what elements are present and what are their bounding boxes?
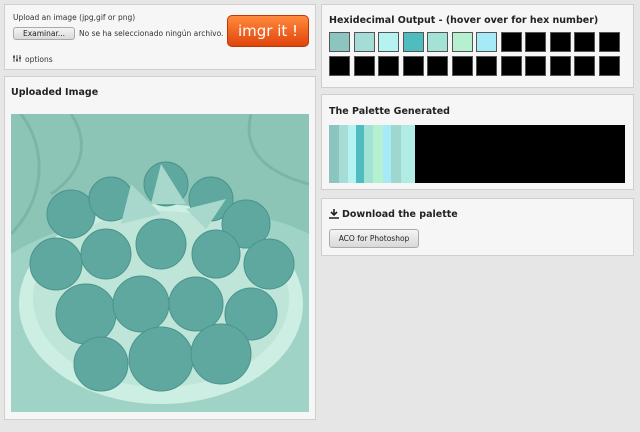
upload-panel: Upload an image (jpg,gif or png) Examina… <box>4 4 316 70</box>
color-swatch[interactable] <box>549 56 571 76</box>
color-swatch[interactable] <box>525 56 546 76</box>
file-status: No se ha seleccionado ningún archivo. <box>79 29 224 38</box>
submit-button[interactable]: imgr it ! <box>227 15 309 47</box>
color-swatch[interactable] <box>451 56 473 76</box>
options-link[interactable]: options <box>25 55 53 64</box>
download-panel: Download the palette ACO for Photoshop <box>321 198 634 256</box>
color-swatch[interactable] <box>402 56 424 76</box>
upload-label: Upload an image (jpg,gif or png) <box>13 13 136 22</box>
download-icon <box>329 209 339 219</box>
download-title: Download the palette <box>342 209 458 220</box>
palette-strip <box>329 125 625 183</box>
color-swatch[interactable] <box>500 32 522 52</box>
color-swatch[interactable] <box>329 56 350 76</box>
color-swatch[interactable] <box>378 32 399 52</box>
image-panel: Uploaded Image <box>4 76 316 420</box>
color-swatch[interactable] <box>574 32 595 52</box>
color-swatch[interactable] <box>476 56 497 76</box>
aco-button[interactable]: ACO for Photoshop <box>329 229 419 248</box>
browse-button[interactable]: Examinar... <box>13 27 75 40</box>
color-swatch[interactable] <box>500 56 522 76</box>
palette-title: The Palette Generated <box>329 106 450 117</box>
color-swatch[interactable] <box>353 56 375 76</box>
color-swatch[interactable] <box>598 56 620 76</box>
color-swatch[interactable] <box>451 32 473 52</box>
color-swatch[interactable] <box>525 32 546 52</box>
color-swatch[interactable] <box>427 56 448 76</box>
color-swatch[interactable] <box>476 32 497 52</box>
options-icon <box>13 55 21 62</box>
color-swatch[interactable] <box>549 32 571 52</box>
palette-panel: The Palette Generated <box>321 94 634 190</box>
color-swatch[interactable] <box>427 32 448 52</box>
color-swatch[interactable] <box>353 32 375 52</box>
hex-title: Hexidecimal Output - (hover over for hex… <box>329 15 599 26</box>
color-swatch[interactable] <box>402 32 424 52</box>
color-swatch[interactable] <box>574 56 595 76</box>
color-swatch[interactable] <box>378 56 399 76</box>
color-swatch[interactable] <box>329 32 350 52</box>
color-swatch[interactable] <box>598 32 620 52</box>
image-title: Uploaded Image <box>11 87 99 98</box>
uploaded-image <box>11 114 309 412</box>
